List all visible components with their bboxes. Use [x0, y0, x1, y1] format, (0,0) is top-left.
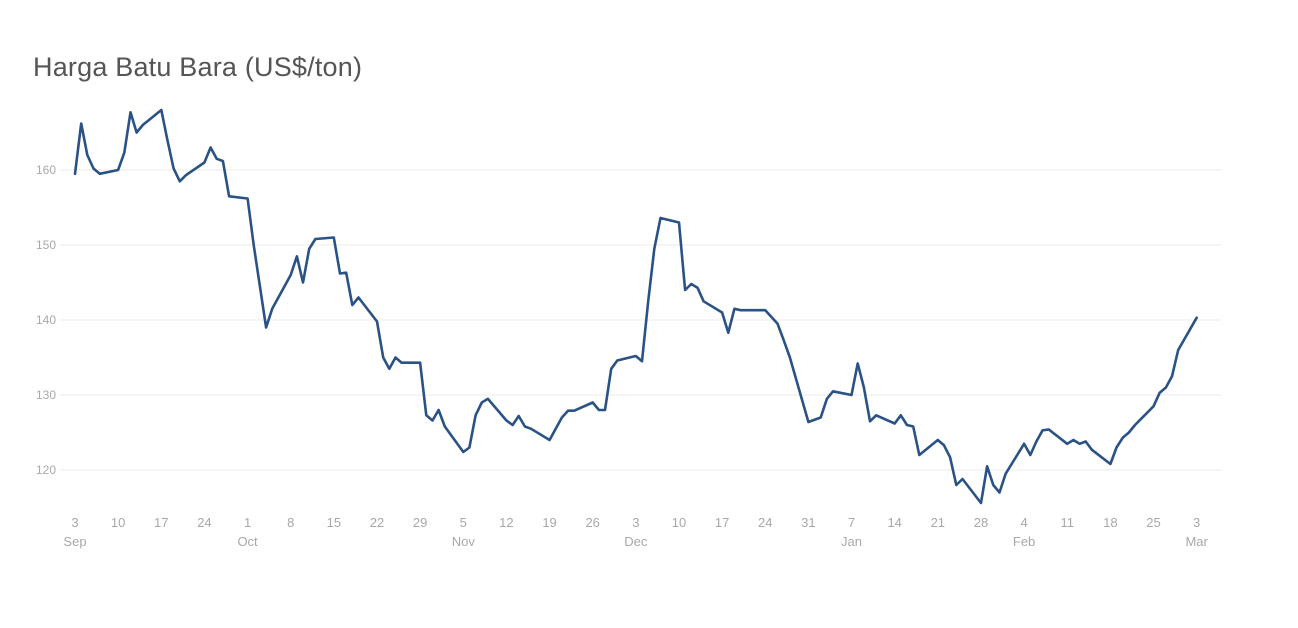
x-tick-label: 28 [974, 515, 988, 530]
x-tick-label: 12 [499, 515, 513, 530]
x-axis-tick-labels: 3 Sep 10 17 24 1 Oct 8 15 22 29 5 Nov 12 19 26 3 Dec 10 17 2… [63, 515, 1208, 549]
x-tick-label: 29 [413, 515, 427, 530]
x-tick-label: 14 [887, 515, 901, 530]
x-tick-label: 10 [672, 515, 686, 530]
x-tick-label: 5 [460, 515, 467, 530]
y-tick-label: 150 [36, 238, 56, 252]
x-tick-label: 3 [71, 515, 78, 530]
x-tick-label: 7 [848, 515, 855, 530]
x-month-label: Oct [237, 534, 258, 549]
x-tick-label: 8 [287, 515, 294, 530]
x-tick-label: 11 [1060, 515, 1074, 530]
x-tick-label: 31 [801, 515, 815, 530]
series-line-0 [73, 108, 1198, 505]
gridlines [60, 169, 1222, 471]
x-month-label: Nov [452, 534, 476, 549]
x-month-label: Jan [841, 534, 862, 549]
x-month-label: Sep [63, 534, 86, 549]
chart-title: Harga Batu Bara (US$/ton) [33, 52, 363, 82]
y-axis-tick-labels: 120 130 140 150 160 [36, 163, 56, 477]
x-tick-label: 1 [244, 515, 251, 530]
x-tick-label: 18 [1103, 515, 1117, 530]
x-tick-label: 21 [931, 515, 945, 530]
x-month-label: Mar [1185, 534, 1208, 549]
x-tick-label: 17 [715, 515, 729, 530]
x-tick-label: 24 [197, 515, 211, 530]
x-month-label: Feb [1013, 534, 1035, 549]
x-tick-label: 24 [758, 515, 772, 530]
x-tick-label: 26 [585, 515, 599, 530]
x-tick-label: 3 [632, 515, 639, 530]
x-tick-label: 15 [327, 515, 341, 530]
x-tick-label: 19 [542, 515, 556, 530]
x-tick-label: 17 [154, 515, 168, 530]
x-tick-label: 22 [370, 515, 384, 530]
y-tick-label: 120 [36, 463, 56, 477]
y-tick-label: 140 [36, 313, 56, 327]
x-tick-label: 4 [1020, 515, 1027, 530]
y-tick-label: 160 [36, 163, 56, 177]
x-month-label: Dec [624, 534, 648, 549]
series-layer [73, 108, 1198, 505]
x-tick-label: 3 [1193, 515, 1200, 530]
x-tick-label: 25 [1146, 515, 1160, 530]
y-tick-label: 130 [36, 388, 56, 402]
x-tick-label: 10 [111, 515, 125, 530]
